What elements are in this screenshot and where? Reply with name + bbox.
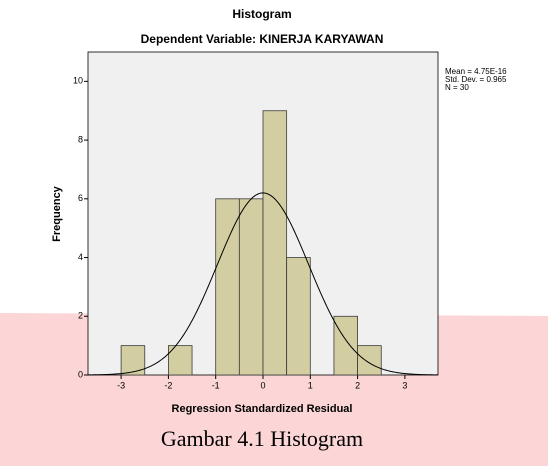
x-tick-label: -2 <box>164 380 172 390</box>
stat-label: Std. Dev. = <box>445 75 485 84</box>
chart-title: Histogram <box>232 7 291 21</box>
caption: Gambar 4.1 Histogram <box>161 426 363 451</box>
x-tick-label: -3 <box>117 380 125 390</box>
x-tick-label: 3 <box>402 380 407 390</box>
bar <box>168 345 193 376</box>
stat-value: 0.965 <box>486 75 507 84</box>
stat-line: Mean = 4.75E-16 <box>445 67 507 76</box>
stat-line: Std. Dev. = 0.965 <box>445 75 507 84</box>
y-tick-label: 10 <box>73 76 83 86</box>
stat-label: N = <box>445 83 458 92</box>
bar <box>357 345 382 376</box>
bar <box>333 315 358 376</box>
stat-line: N = 30 <box>445 83 469 92</box>
chart-subtitle: Dependent Variable: KINERJA KARYAWAN <box>141 32 384 46</box>
bar <box>120 345 146 376</box>
y-tick-label: 6 <box>78 193 83 203</box>
bar <box>215 198 240 376</box>
bar <box>286 257 311 376</box>
stat-value: 30 <box>460 83 469 92</box>
x-tick-label: -1 <box>212 380 220 390</box>
y-tick-label: 4 <box>78 252 83 262</box>
y-tick-label: 2 <box>78 311 83 321</box>
stat-label: Mean = <box>445 67 472 76</box>
y-tick-label: 8 <box>78 134 83 144</box>
bar <box>238 198 264 376</box>
y-axis-label: Frequency <box>51 185 63 242</box>
stat-value: 4.75E-16 <box>474 67 507 76</box>
x-tick-label: 2 <box>355 380 360 390</box>
y-tick-label: 0 <box>78 369 83 379</box>
bar <box>262 110 288 376</box>
x-tick-label: 0 <box>260 380 265 390</box>
x-axis-label: Regression Standardized Residual <box>172 403 353 415</box>
normal-curve <box>87 192 439 376</box>
x-tick-label: 1 <box>308 380 313 390</box>
